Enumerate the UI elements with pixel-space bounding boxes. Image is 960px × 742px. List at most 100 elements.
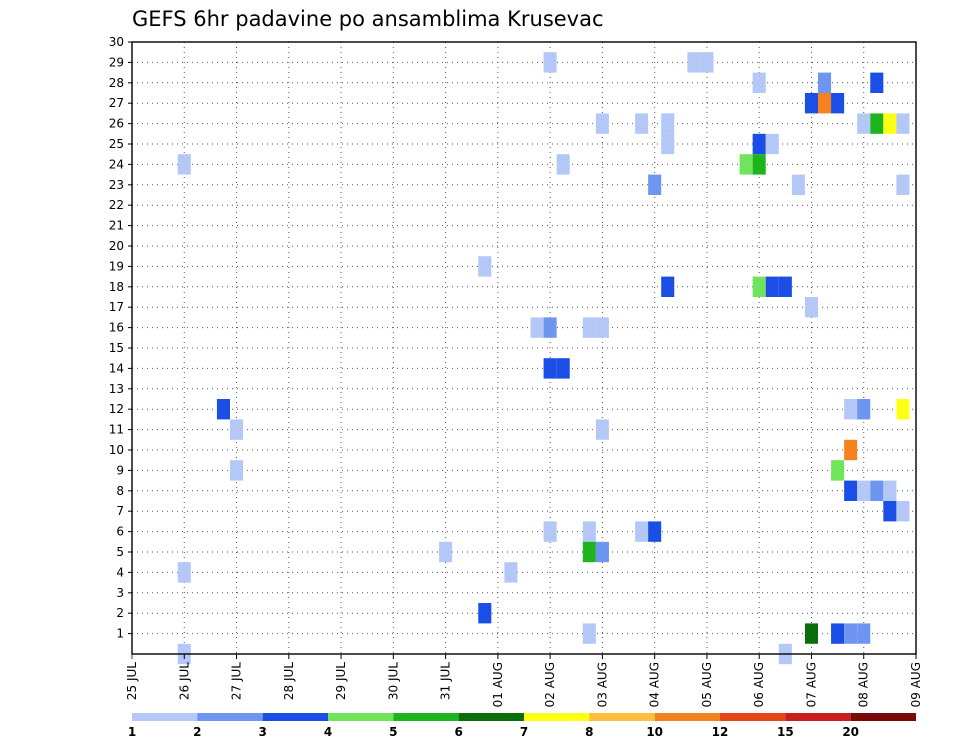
x-tick-label: 05 AUG (700, 662, 714, 707)
data-cell (844, 399, 858, 420)
data-cell (870, 72, 884, 93)
x-tick-label: 09 AUG (909, 662, 923, 707)
data-cell (648, 174, 662, 195)
data-cell (595, 113, 609, 134)
y-tick-label: 7 (116, 504, 124, 518)
data-cell (177, 154, 191, 175)
colorbar-label: 12 (712, 725, 729, 739)
x-tick-label: 03 AUG (595, 662, 609, 707)
data-cell (844, 480, 858, 501)
x-tick-label: 01 AUG (491, 662, 505, 707)
y-tick-label: 16 (109, 321, 124, 335)
y-tick-label: 21 (109, 219, 124, 233)
y-tick-label: 24 (109, 157, 124, 171)
colorbar-segment (720, 713, 786, 721)
y-tick-label: 27 (109, 96, 124, 110)
x-tick-label: 25 JUL (125, 662, 139, 700)
y-tick-label: 30 (109, 35, 124, 49)
colorbar-label: 1 (128, 725, 136, 739)
data-cell (831, 93, 845, 114)
data-cell (700, 52, 714, 73)
data-cell (896, 399, 910, 420)
colorbar-segment (197, 713, 263, 721)
x-tick-label: 02 AUG (543, 662, 557, 707)
y-tick-label: 14 (109, 361, 124, 375)
colorbar-segment (850, 713, 916, 721)
colorbar-segment (589, 713, 655, 721)
data-cell (543, 317, 557, 338)
data-cell (635, 521, 649, 542)
colorbar-segment (785, 713, 851, 721)
data-cell (857, 480, 871, 501)
data-cell (804, 297, 818, 318)
x-tick-label: 04 AUG (648, 662, 662, 707)
data-cell (543, 52, 557, 73)
colorbar-label: 7 (520, 725, 528, 739)
data-cell (857, 399, 871, 420)
data-cell (857, 623, 871, 644)
y-tick-label: 20 (109, 239, 124, 253)
y-tick-label: 2 (116, 606, 124, 620)
data-cell (687, 52, 701, 73)
y-tick-label: 23 (109, 178, 124, 192)
data-cell (177, 562, 191, 583)
data-cell (831, 623, 845, 644)
y-tick-label: 10 (109, 443, 124, 457)
data-cell (831, 460, 845, 481)
colorbar-label: 2 (193, 725, 201, 739)
data-cell (765, 133, 779, 155)
data-cell (478, 256, 492, 277)
x-tick-label: 30 JUL (386, 662, 400, 700)
data-cell (791, 174, 805, 195)
x-tick-label: 07 AUG (804, 662, 818, 707)
data-cell (765, 276, 779, 297)
y-tick-label: 6 (116, 525, 124, 539)
data-cell (635, 113, 649, 134)
data-cell (739, 154, 753, 175)
data-cell (648, 521, 662, 542)
data-cell (530, 317, 544, 338)
data-cell (844, 623, 858, 644)
chart-title: GEFS 6hr padavine po ansamblima Krusevac (132, 7, 604, 31)
data-cell (582, 521, 596, 542)
x-tick-label: 28 JUL (282, 662, 296, 700)
x-tick-label: 06 AUG (752, 662, 766, 707)
colorbar-segment (458, 713, 524, 721)
data-cell (844, 439, 858, 461)
y-tick-label: 19 (109, 259, 124, 273)
data-cell (582, 317, 596, 338)
y-tick-label: 3 (116, 586, 124, 600)
y-axis: 1234567891011121314151617181920212223242… (109, 35, 132, 641)
x-tick-label: 29 JUL (334, 662, 348, 700)
y-tick-label: 9 (116, 463, 124, 477)
data-cell (857, 113, 871, 134)
y-tick-label: 17 (109, 300, 124, 314)
colorbar-label: 15 (777, 725, 794, 739)
data-cell (896, 501, 910, 522)
data-cell (883, 501, 897, 522)
y-tick-label: 15 (109, 341, 124, 355)
colorbar-segment (132, 713, 198, 721)
x-tick-label: 31 JUL (439, 662, 453, 700)
colorbar-label: 20 (842, 725, 859, 739)
y-tick-label: 12 (109, 402, 124, 416)
y-tick-label: 26 (109, 117, 124, 131)
colorbar-label: 5 (389, 725, 397, 739)
data-cell (752, 276, 766, 297)
data-cell (896, 174, 910, 195)
data-cell (556, 358, 570, 379)
data-cell (595, 419, 609, 440)
data-cell (870, 480, 884, 501)
x-tick-label: 08 AUG (857, 662, 871, 707)
colorbar-segment (393, 713, 459, 721)
plot-frame (131, 41, 917, 655)
y-tick-label: 5 (116, 545, 124, 559)
data-cell (752, 72, 766, 93)
data-cell (752, 154, 766, 175)
grid (132, 41, 916, 654)
data-cell (478, 603, 492, 624)
y-tick-label: 13 (109, 382, 124, 396)
y-tick-label: 29 (109, 55, 124, 69)
data-cell (778, 276, 792, 297)
